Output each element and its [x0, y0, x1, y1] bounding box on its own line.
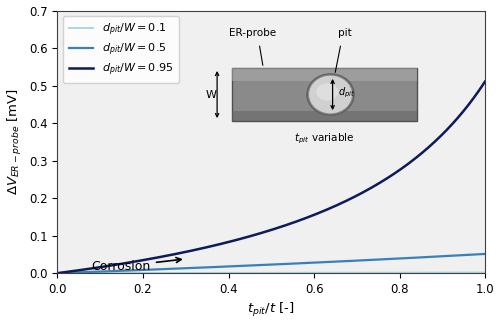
$d_{pit}/W = 0.5$	[98, 270, 104, 274]
$d_{pit}/W = 0.5$	[482, 252, 488, 256]
$d_{pit}/W = 0.95$	[54, 271, 60, 275]
$d_{pit}/W = 0.1$	[388, 271, 394, 275]
$d_{pit}/W = 0.1$	[242, 271, 248, 275]
$d_{pit}/W = 0.5$	[228, 265, 234, 268]
Line: $d_{pit}/W = 0.95$: $d_{pit}/W = 0.95$	[58, 82, 485, 273]
Ellipse shape	[316, 83, 338, 101]
Text: Corrosion: Corrosion	[92, 257, 181, 273]
Y-axis label: $\Delta V_{ER-probe}$ [mV]: $\Delta V_{ER-probe}$ [mV]	[6, 88, 24, 195]
$d_{pit}/W = 0.5$	[242, 264, 248, 268]
$d_{pit}/W = 0.95$	[242, 236, 248, 240]
$d_{pit}/W = 0.95$	[388, 174, 394, 178]
$d_{pit}/W = 0.1$	[98, 271, 104, 275]
Line: $d_{pit}/W = 0.5$: $d_{pit}/W = 0.5$	[58, 254, 485, 273]
Text: pit: pit	[338, 28, 352, 38]
$d_{pit}/W = 0.1$	[54, 271, 60, 275]
Bar	[232, 68, 416, 81]
Text: ER-probe: ER-probe	[229, 28, 276, 38]
X-axis label: $t_{pit}/t$ [-]: $t_{pit}/t$ [-]	[248, 302, 295, 319]
$d_{pit}/W = 0.5$	[396, 257, 402, 261]
$d_{pit}/W = 0.1$	[348, 271, 354, 275]
$d_{pit}/W = 0.95$	[98, 265, 104, 269]
$d_{pit}/W = 0.95$	[396, 169, 402, 173]
Bar	[232, 68, 416, 121]
$d_{pit}/W = 0.5$	[388, 257, 394, 261]
Text: W: W	[206, 89, 216, 99]
Ellipse shape	[306, 73, 355, 116]
$d_{pit}/W = 0.5$	[348, 259, 354, 263]
$d_{pit}/W = 0.5$	[54, 271, 60, 275]
$d_{pit}/W = 0.1$	[482, 271, 488, 275]
$d_{pit}/W = 0.1$	[228, 271, 234, 275]
Bar	[232, 111, 416, 121]
Text: $d_{pit}$: $d_{pit}$	[338, 85, 355, 100]
$d_{pit}/W = 0.95$	[228, 240, 234, 243]
Text: $t_{pit}$ variable: $t_{pit}$ variable	[294, 132, 354, 146]
$d_{pit}/W = 0.95$	[348, 197, 354, 201]
$d_{pit}/W = 0.1$	[396, 271, 402, 275]
Legend: $d_{pit}/W = 0.1$, $d_{pit}/W = 0.5$, $d_{pit}/W = 0.95$: $d_{pit}/W = 0.1$, $d_{pit}/W = 0.5$, $d…	[63, 16, 179, 83]
$d_{pit}/W = 0.95$	[482, 80, 488, 84]
Ellipse shape	[308, 75, 352, 114]
